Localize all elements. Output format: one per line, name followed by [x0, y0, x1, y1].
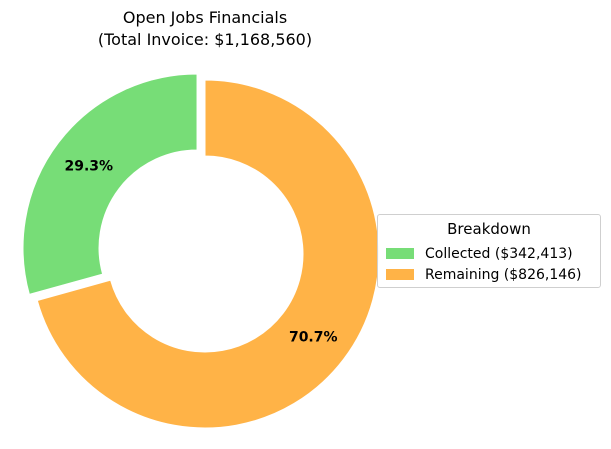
chart-title: Open Jobs Financials	[122, 8, 288, 27]
legend-label-remaining: Remaining ($826,146)	[425, 267, 582, 283]
legend: Breakdown Collected ($342,413) Remaining…	[377, 214, 601, 288]
slice-collected	[22, 73, 198, 296]
chart-subtitle: (Total Invoice: $1,168,560)	[97, 30, 313, 49]
legend-swatch-collected	[386, 248, 414, 259]
legend-label-collected: Collected ($342,413)	[425, 246, 573, 262]
legend-swatch-remaining	[386, 269, 414, 280]
legend-title: Breakdown	[447, 220, 531, 238]
percent-label-remaining: 70.7%	[289, 329, 338, 345]
slice-remaining	[36, 79, 380, 429]
percent-label-collected: 29.3%	[65, 159, 114, 175]
